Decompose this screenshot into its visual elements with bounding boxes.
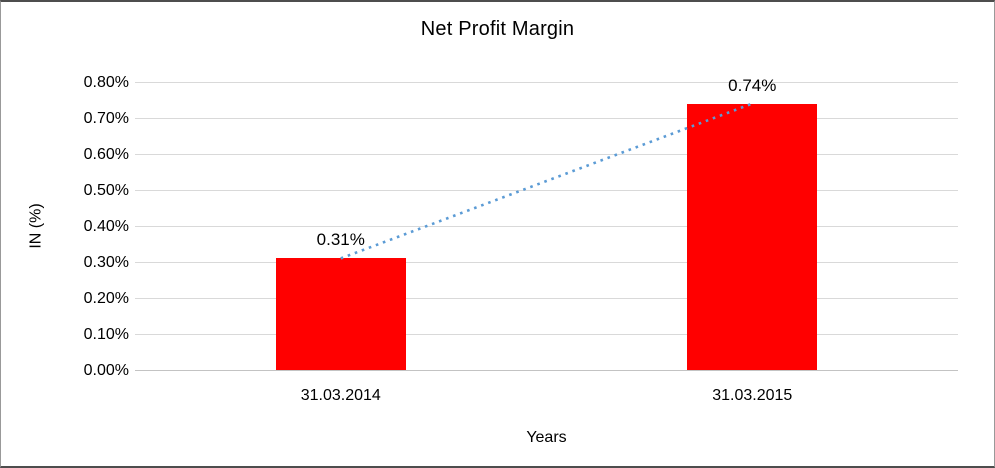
gridline	[135, 333, 958, 335]
y-axis-tick-labels: 0.00% 0.10% 0.20% 0.30% 0.40% 0.50% 0.60% 0.70%…	[1, 74, 129, 379]
plot-area: 0.31% 0.74%	[135, 76, 958, 371]
y-tick-label: 0.80%	[83, 73, 129, 91]
y-tick-label: 0.40%	[83, 217, 129, 235]
trendline	[340, 102, 753, 260]
y-tick-label: 0.20%	[83, 289, 129, 307]
gridline	[135, 297, 958, 299]
x-axis-title: Years	[526, 429, 567, 446]
y-tick-label: 0.70%	[83, 109, 129, 127]
bar-value-label: 0.74%	[728, 75, 777, 95]
y-tick-label: 0.50%	[83, 181, 129, 199]
y-tick-label: 0.00%	[83, 361, 129, 379]
chart-title: Net Profit Margin	[420, 18, 575, 40]
gridline	[135, 81, 958, 83]
x-axis-line	[135, 369, 958, 371]
gridline	[135, 225, 958, 227]
bar-value-label: 0.31%	[316, 230, 365, 250]
x-tick-label: 31.03.2014	[300, 387, 381, 404]
y-tick-label: 0.10%	[83, 325, 129, 343]
gridline	[135, 153, 958, 155]
bar-31.03.2015	[687, 103, 818, 370]
gridline	[135, 117, 958, 119]
x-tick-label: 31.03.2015	[712, 387, 793, 404]
y-tick-label: 0.30%	[83, 253, 129, 271]
y-tick-label: 0.60%	[83, 145, 129, 163]
bar-31.03.2014	[275, 258, 406, 370]
gridline	[135, 261, 958, 263]
x-axis-tick-labels: 31.03.2014 31.03.2015	[135, 386, 958, 408]
gridline	[135, 189, 958, 191]
